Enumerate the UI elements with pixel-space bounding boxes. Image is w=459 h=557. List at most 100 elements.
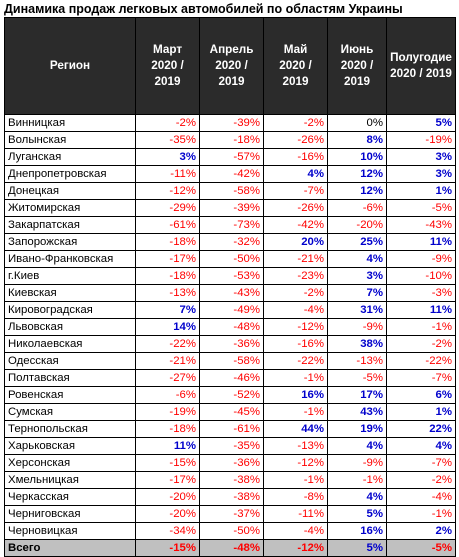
region-cell: Черкасская [4,488,136,506]
region-cell: Николаевская [4,335,136,353]
value-cell: -52% [199,386,264,404]
value-cell: 0% [327,114,387,132]
value-cell: -43% [199,284,264,302]
value-cell: -20% [135,505,200,523]
header-row: Регион Март 2020 / 2019 Апрель 2020 / 20… [4,17,456,115]
value-cell: -35% [199,437,264,455]
value-cell: 12% [327,165,387,183]
value-cell: -27% [135,369,200,387]
table-row: Луганская 3% -57% -16% 10% 3% [4,148,456,166]
table-row: Запорожская -18% -32% 20% 25% 11% [4,233,456,251]
value-cell: -12% [263,539,328,557]
table-row: Ровенская -6% -52% 16% 17% 6% [4,386,456,404]
value-cell: 5% [327,505,387,523]
table-row: Тернопольская -18% -61% 44% 19% 22% [4,420,456,438]
value-cell: 5% [386,114,456,132]
table-body: Винницкая -2% -39% -2% 0% 5% Волынская -35% -18%… [4,114,456,557]
region-cell: г.Киев [4,267,136,285]
table-row: Херсонская -15% -36% -12% -9% -7% [4,454,456,472]
header-half-year-l1: Полугодие [390,51,452,64]
value-cell: -1% [263,369,328,387]
value-cell: -2% [263,284,328,302]
header-may-l2: 2020 / [279,59,312,72]
header-april-l2: 2020 / [215,59,248,72]
header-march-l3: 2019 [154,75,181,88]
table-row: Донецкая -12% -58% -7% 12% 1% [4,182,456,200]
value-cell: 44% [263,420,328,438]
header-may: Май 2020 / 2019 [263,17,328,115]
value-cell: 6% [386,386,456,404]
region-cell: Винницкая [4,114,136,132]
value-cell: 38% [327,335,387,353]
value-cell: 7% [327,284,387,302]
value-cell: -6% [327,199,387,217]
table-row: Черновицкая -34% -50% -4% 16% 2% [4,522,456,540]
table-title: Динамика продаж легковых автомобилей по … [4,2,403,16]
value-cell: -53% [199,267,264,285]
region-cell: Днепропетровская [4,165,136,183]
header-march: Март 2020 / 2019 [135,17,200,115]
value-cell: -57% [199,148,264,166]
region-cell: Тернопольская [4,420,136,438]
value-cell: 3% [327,267,387,285]
value-cell: -26% [263,131,328,149]
value-cell: -11% [263,505,328,523]
value-cell: 5% [327,539,387,557]
header-march-l2: 2020 / [151,59,184,72]
value-cell: -7% [386,369,456,387]
value-cell: 3% [386,148,456,166]
value-cell: 1% [386,182,456,200]
value-cell: -1% [327,471,387,489]
value-cell: -38% [199,471,264,489]
value-cell: -17% [135,250,200,268]
value-cell: -11% [135,165,200,183]
value-cell: -18% [135,267,200,285]
region-cell: Харьковская [4,437,136,455]
value-cell: -19% [135,403,200,421]
table-row: Хмельницкая -17% -38% -1% -1% -2% [4,471,456,489]
header-region: Регион [4,17,136,115]
table-row: Ивано-Франковская -17% -50% -21% 4% -9% [4,250,456,268]
header-half-year: Полугодие 2020 / 2019 [386,17,456,115]
value-cell: -5% [327,369,387,387]
value-cell: -1% [386,318,456,336]
value-cell: -29% [135,199,200,217]
value-cell: -1% [263,403,328,421]
value-cell: 4% [327,437,387,455]
region-cell: Запорожская [4,233,136,251]
header-may-l3: 2019 [282,75,309,88]
value-cell: -12% [263,318,328,336]
region-cell: Луганская [4,148,136,166]
value-cell: -61% [199,420,264,438]
value-cell: -50% [199,522,264,540]
table-row: г.Киев -18% -53% -23% 3% -10% [4,267,456,285]
value-cell: 2% [386,522,456,540]
value-cell: -22% [135,335,200,353]
value-cell: -46% [199,369,264,387]
value-cell: 25% [327,233,387,251]
value-cell: 16% [263,386,328,404]
value-cell: -20% [327,216,387,234]
value-cell: 4% [263,165,328,183]
value-cell: 4% [386,437,456,455]
value-cell: -42% [199,165,264,183]
value-cell: -58% [199,182,264,200]
value-cell: 16% [327,522,387,540]
header-june: Июнь 2020 / 2019 [327,17,387,115]
value-cell: -61% [135,216,200,234]
value-cell: -18% [135,233,200,251]
region-cell: Одесская [4,352,136,370]
value-cell: -1% [386,505,456,523]
value-cell: -2% [386,471,456,489]
value-cell: 31% [327,301,387,319]
region-cell: Полтавская [4,369,136,387]
table-row: Винницкая -2% -39% -2% 0% 5% [4,114,456,132]
value-cell: -3% [386,284,456,302]
value-cell: -6% [135,386,200,404]
table-row: Кировоградская 7% -49% -4% 31% 11% [4,301,456,319]
value-cell: -32% [199,233,264,251]
value-cell: -1% [263,471,328,489]
region-cell: Киевская [4,284,136,302]
value-cell: -36% [199,454,264,472]
value-cell: 3% [135,148,200,166]
